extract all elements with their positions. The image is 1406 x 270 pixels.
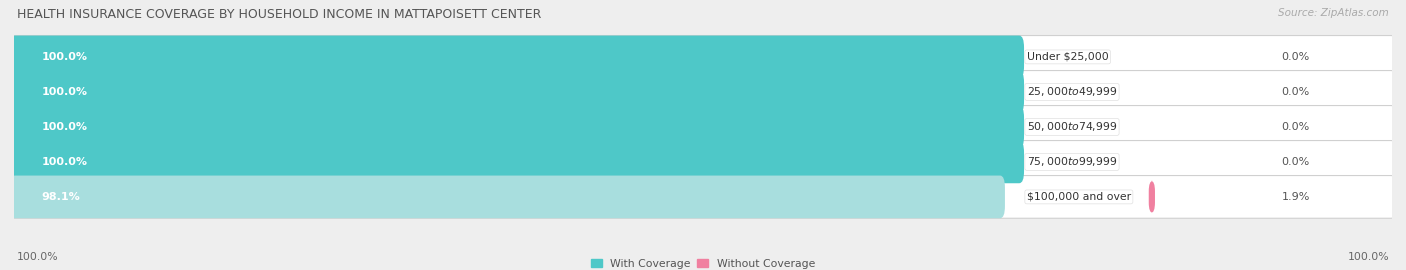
Legend: With Coverage, Without Coverage: With Coverage, Without Coverage (591, 259, 815, 269)
Text: HEALTH INSURANCE COVERAGE BY HOUSEHOLD INCOME IN MATTAPOISETT CENTER: HEALTH INSURANCE COVERAGE BY HOUSEHOLD I… (17, 8, 541, 21)
FancyBboxPatch shape (10, 176, 1005, 218)
FancyBboxPatch shape (10, 70, 1396, 113)
FancyBboxPatch shape (10, 141, 1024, 183)
FancyBboxPatch shape (10, 70, 1024, 113)
Text: 100.0%: 100.0% (42, 122, 87, 132)
Text: 1.9%: 1.9% (1282, 192, 1310, 202)
Text: 100.0%: 100.0% (1347, 252, 1389, 262)
FancyBboxPatch shape (10, 106, 1396, 148)
Text: Source: ZipAtlas.com: Source: ZipAtlas.com (1278, 8, 1389, 18)
FancyBboxPatch shape (10, 176, 1396, 218)
FancyBboxPatch shape (10, 141, 1396, 183)
FancyBboxPatch shape (1149, 181, 1154, 213)
Text: 0.0%: 0.0% (1282, 157, 1310, 167)
Text: 0.0%: 0.0% (1282, 52, 1310, 62)
FancyBboxPatch shape (10, 106, 1024, 148)
Text: 100.0%: 100.0% (42, 157, 87, 167)
Text: Under $25,000: Under $25,000 (1026, 52, 1108, 62)
FancyBboxPatch shape (10, 36, 1396, 78)
Text: $100,000 and over: $100,000 and over (1026, 192, 1130, 202)
Text: 0.0%: 0.0% (1282, 122, 1310, 132)
Text: 100.0%: 100.0% (42, 52, 87, 62)
Text: $25,000 to $49,999: $25,000 to $49,999 (1026, 85, 1118, 98)
Text: $50,000 to $74,999: $50,000 to $74,999 (1026, 120, 1118, 133)
FancyBboxPatch shape (10, 36, 1024, 78)
Text: $75,000 to $99,999: $75,000 to $99,999 (1026, 156, 1118, 168)
Text: 100.0%: 100.0% (17, 252, 59, 262)
Text: 0.0%: 0.0% (1282, 87, 1310, 97)
Text: 100.0%: 100.0% (42, 87, 87, 97)
Text: 98.1%: 98.1% (42, 192, 80, 202)
